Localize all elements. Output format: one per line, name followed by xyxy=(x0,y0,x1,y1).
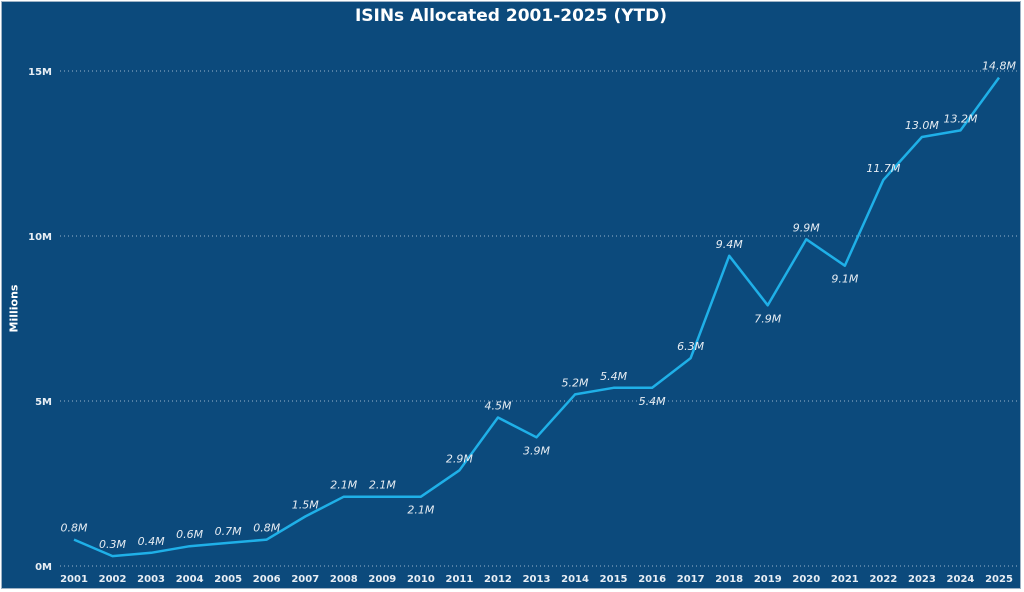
data-label: 14.8M xyxy=(982,60,1016,73)
x-tick-label: 2016 xyxy=(638,574,666,585)
data-label: 3.9M xyxy=(523,444,550,457)
data-label: 5.4M xyxy=(639,395,666,408)
x-tick-label: 2004 xyxy=(176,574,204,585)
data-label: 0.8M xyxy=(61,522,88,535)
x-tick-label: 2014 xyxy=(561,574,589,585)
series-line xyxy=(73,76,1001,558)
x-tick-label: 2010 xyxy=(407,574,435,585)
x-tick-label: 2008 xyxy=(330,574,358,585)
x-tick-label: 2007 xyxy=(291,574,319,585)
x-tick-label: 2019 xyxy=(754,574,782,585)
data-label: 13.2M xyxy=(943,112,977,125)
data-label: 2.1M xyxy=(369,479,396,492)
data-label: 0.3M xyxy=(99,538,126,551)
x-tick-label: 2025 xyxy=(985,574,1013,585)
x-tick-label: 2018 xyxy=(715,574,743,585)
x-tick-label: 2009 xyxy=(368,574,396,585)
data-label: 0.6M xyxy=(176,528,203,541)
data-label: 2.1M xyxy=(330,479,357,492)
data-label: 2.1M xyxy=(407,504,434,517)
x-tick-label: 2017 xyxy=(677,574,705,585)
data-label: 7.9M xyxy=(754,312,781,325)
y-tick-label: 0M xyxy=(35,562,52,573)
x-tick-label: 2012 xyxy=(484,574,512,585)
data-label: 9.1M xyxy=(831,273,858,286)
data-label: 13.0M xyxy=(905,119,939,132)
data-label: 1.5M xyxy=(292,499,319,512)
data-label: 9.9M xyxy=(793,221,820,234)
data-label: 11.7M xyxy=(866,162,900,175)
x-tick-label: 2006 xyxy=(253,574,281,585)
x-tick-label: 2002 xyxy=(99,574,127,585)
x-tick-label: 2015 xyxy=(600,574,628,585)
x-tick-label: 2024 xyxy=(947,574,975,585)
x-tick-label: 2023 xyxy=(908,574,936,585)
x-tick-label: 2005 xyxy=(214,574,242,585)
data-label: 0.4M xyxy=(138,535,165,548)
chart-title: ISINs Allocated 2001-2025 (YTD) xyxy=(354,6,668,26)
x-tick-label: 2003 xyxy=(137,574,165,585)
data-label: 0.8M xyxy=(253,522,280,535)
data-label: 4.5M xyxy=(484,400,511,413)
y-tick-label: 15M xyxy=(28,67,52,78)
x-tick-label: 2020 xyxy=(792,574,820,585)
data-label: 0.7M xyxy=(215,525,242,538)
data-label: 9.4M xyxy=(716,238,743,251)
x-tick-label: 2022 xyxy=(869,574,897,585)
y-tick-label: 10M xyxy=(28,232,52,243)
data-label: 5.2M xyxy=(562,376,589,389)
data-label: 2.9M xyxy=(446,452,473,465)
data-label: 5.4M xyxy=(600,370,627,383)
x-tick-label: 2013 xyxy=(523,574,551,585)
x-tick-label: 2011 xyxy=(445,574,473,585)
x-tick-label: 2001 xyxy=(60,574,88,585)
y-tick-label: 5M xyxy=(35,397,52,408)
x-tick-label: 2021 xyxy=(831,574,859,585)
data-label: 6.3M xyxy=(677,340,704,353)
